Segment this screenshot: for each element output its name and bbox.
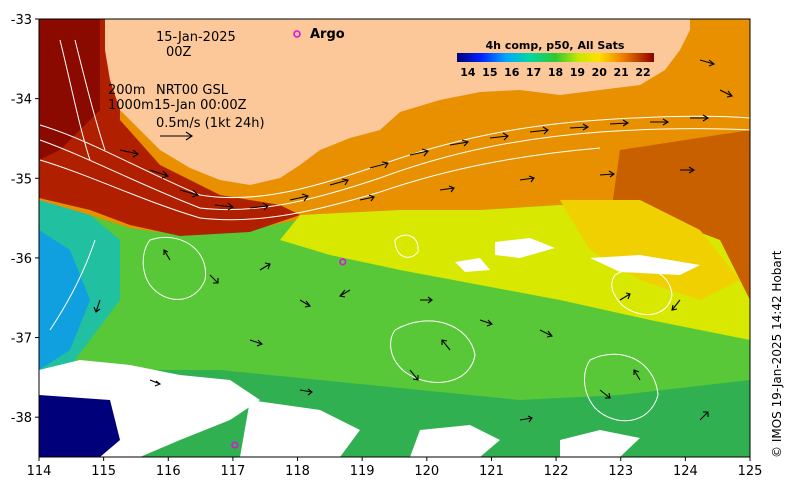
colorbar-title: 4h comp, p50, All Sats	[486, 39, 625, 52]
y-tick-label: -38	[11, 411, 32, 426]
colorbar-tick-label: 14	[460, 66, 476, 79]
colorbar-tick-label: 20	[592, 66, 608, 79]
cloud-mask-se	[560, 430, 640, 457]
cloud-mask-south2	[240, 400, 360, 457]
y-tick-label: -33	[11, 13, 32, 28]
x-tick-label: 114	[27, 464, 52, 479]
x-tick-label: 118	[285, 464, 310, 479]
argo-float-marker	[231, 441, 239, 449]
x-tick-label: 124	[673, 464, 698, 479]
colorbar-tick-label: 16	[504, 66, 520, 79]
current-vectors	[93, 59, 733, 423]
time-label: 00Z	[166, 45, 192, 60]
yellow-zone-east	[560, 200, 740, 300]
colorbar-tick-label: 15	[482, 66, 497, 79]
cloud-mask-mid3	[455, 258, 490, 272]
scale-vector-arrow	[160, 131, 193, 141]
argo-legend-marker	[293, 30, 301, 38]
credit-label: © IMOS 19-Jan-2025 14:42 Hobart	[770, 250, 784, 458]
x-tick-label: 119	[350, 464, 375, 479]
x-tick-label: 122	[544, 464, 569, 479]
colorbar-tick-label: 21	[614, 66, 629, 79]
warm-band-darkred	[39, 19, 100, 160]
analysis-time-label: 15-Jan 00:00Z	[154, 98, 247, 113]
colorbar-tick-label: 18	[548, 66, 563, 79]
contour-depths-label: 200m 1000m	[108, 83, 154, 113]
argo-markers	[231, 258, 347, 449]
y-tick-label: -34	[11, 93, 32, 108]
cloud-mask-mid	[495, 238, 555, 258]
x-axis: 114 115 116 117 118 119 120 121 122 123 124 125	[27, 457, 763, 479]
date-label: 15-Jan-2025	[156, 30, 236, 45]
y-tick-label: -36	[11, 252, 32, 267]
colorbar	[457, 53, 654, 62]
x-tick-label: 125	[738, 464, 763, 479]
cloud-mask-mid2	[590, 255, 700, 275]
x-tick-label: 115	[91, 464, 116, 479]
product-label: NRT00 GSL	[156, 83, 228, 98]
cloud-mask-se2	[410, 425, 500, 457]
y-tick-label: -35	[11, 172, 32, 187]
argo-label: Argo	[310, 27, 345, 42]
colorbar-tick-label: 22	[635, 66, 650, 79]
x-tick-label: 120	[414, 464, 439, 479]
x-tick-label: 121	[479, 464, 504, 479]
x-tick-label: 123	[608, 464, 633, 479]
warm-band-red	[39, 19, 300, 236]
vector-scale-label: 0.5m/s (1kt 24h)	[156, 116, 265, 131]
cold-patch-blue	[39, 230, 90, 370]
plot-frame	[38, 18, 751, 458]
y-axis: -33 -34 -35 -36 -37 -38	[11, 13, 39, 426]
colorbar-tick-label: 19	[570, 66, 585, 79]
colorbar-ticks: 14 15 16 17 18 19 20 21 22	[460, 66, 650, 79]
argo-float-marker	[339, 258, 347, 266]
deep-cold-patch	[39, 395, 120, 457]
x-tick-label: 117	[220, 464, 245, 479]
y-tick-label: -37	[11, 332, 32, 347]
colorbar-tick-label: 17	[526, 66, 541, 79]
x-tick-label: 116	[156, 464, 181, 479]
